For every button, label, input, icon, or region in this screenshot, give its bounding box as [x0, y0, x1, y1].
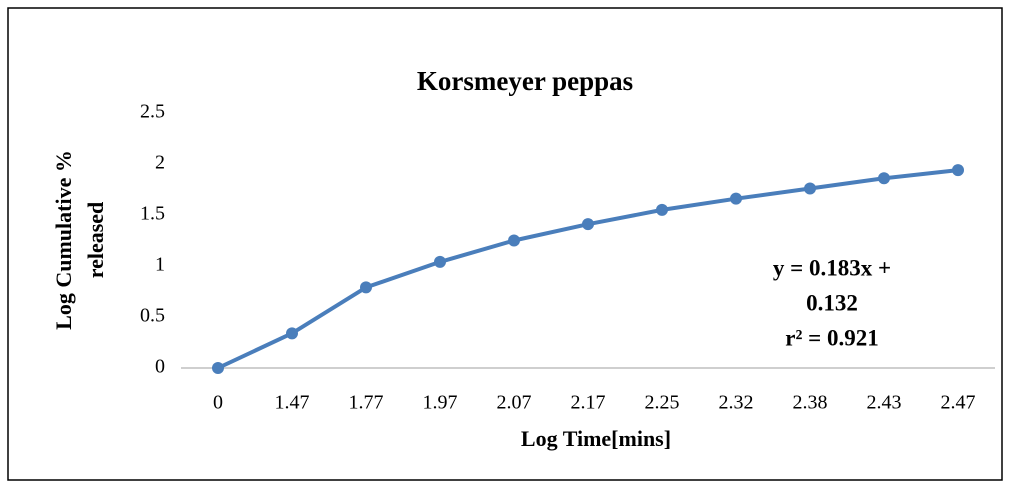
x-tick-label: 2.32 — [719, 392, 754, 414]
x-tick-label: 2.17 — [571, 392, 606, 414]
x-tick-label: 2.47 — [941, 392, 976, 414]
chart-border — [7, 7, 1003, 481]
y-tick-label: 0 — [155, 356, 165, 378]
marker — [582, 218, 594, 231]
x-tick-label: 1.77 — [349, 392, 384, 414]
x-tick-label: 2.38 — [793, 392, 828, 414]
y-tick-label: 2 — [155, 152, 165, 174]
x-tick-label: 2.25 — [645, 392, 680, 414]
x-tick-label: 1.47 — [275, 392, 310, 414]
marker — [804, 182, 816, 195]
annotation: r² = 0.921 — [785, 325, 878, 350]
x-tick-label: 2.07 — [497, 392, 532, 414]
x-axis-title: Log Time[mins] — [521, 426, 671, 451]
y-tick-label: 2.5 — [140, 101, 165, 123]
y-tick-label: 1 — [155, 254, 165, 276]
marker — [656, 203, 668, 216]
x-tick-label: 1.97 — [423, 392, 458, 414]
marker — [730, 192, 742, 205]
annotation: y = 0.183x + — [773, 255, 891, 280]
marker — [212, 362, 224, 374]
marker — [286, 327, 298, 340]
marker — [878, 172, 890, 185]
y-axis-title: released — [83, 202, 108, 279]
marker — [508, 234, 520, 247]
marker — [434, 255, 446, 268]
annotation: 0.132 — [806, 290, 858, 315]
y-tick-label: 0.5 — [140, 305, 165, 327]
chart-title: Korsmeyer peppas — [417, 66, 633, 96]
y-tick-label: 1.5 — [140, 203, 165, 225]
x-tick-label: 2.43 — [867, 392, 902, 414]
x-tick-label: 0 — [213, 392, 223, 414]
y-axis-title: Log Cumulative % — [51, 150, 76, 330]
marker — [952, 164, 964, 177]
marker — [360, 281, 372, 294]
